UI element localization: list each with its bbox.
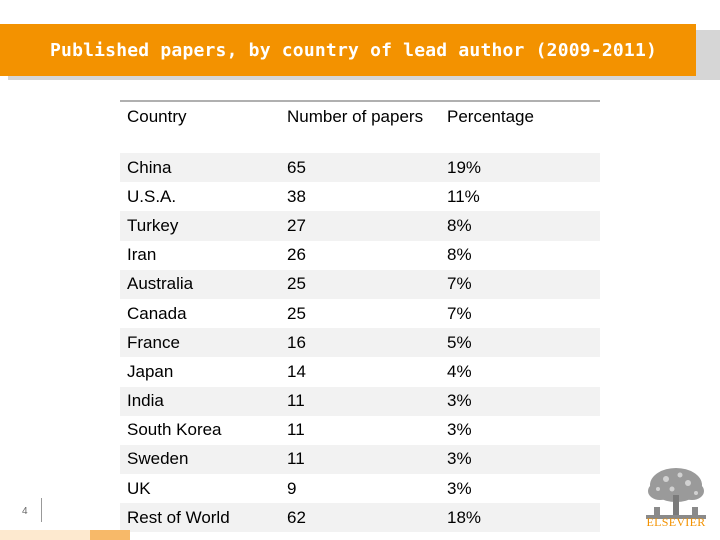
papers-cell: 16 xyxy=(287,332,306,352)
papers-cell: 11 xyxy=(287,420,305,440)
percentage-cell: 7% xyxy=(447,274,472,294)
percentage-cell: 3% xyxy=(447,449,472,469)
papers-cell: 9 xyxy=(287,478,297,498)
title-bar xyxy=(0,24,696,76)
table-row: South Korea 11 3% xyxy=(120,415,600,445)
papers-cell: 11 xyxy=(287,449,305,469)
percentage-cell: 4% xyxy=(447,361,472,381)
footer-strip-accent xyxy=(90,530,130,540)
papers-cell: 62 xyxy=(287,507,306,527)
country-cell: Japan xyxy=(127,361,174,381)
percentage-cell: 18% xyxy=(447,507,482,527)
page-number-divider xyxy=(41,498,42,522)
percentage-cell: 8% xyxy=(447,245,472,265)
percentage-cell: 11% xyxy=(447,186,480,206)
table-header-row: Country Number of papers Percentage xyxy=(120,100,600,153)
country-cell: India xyxy=(127,391,164,411)
elsevier-tree-icon xyxy=(640,465,712,525)
table-row: Australia 25 7% xyxy=(120,269,600,299)
table-row: France 16 5% xyxy=(120,328,600,358)
papers-cell: 25 xyxy=(287,303,306,323)
table-row: Sweden 11 3% xyxy=(120,444,600,475)
papers-cell: 38 xyxy=(287,186,306,206)
table-row: U.S.A. 38 11% xyxy=(120,182,600,212)
elsevier-logo-text: ELSEVIER xyxy=(646,515,706,529)
table-row: Iran 26 8% xyxy=(120,240,600,270)
papers-cell: 25 xyxy=(287,274,306,294)
country-cell: Australia xyxy=(127,274,194,294)
country-cell: China xyxy=(127,157,172,177)
country-cell: U.S.A. xyxy=(127,186,177,206)
percentage-cell: 19% xyxy=(447,157,482,177)
papers-cell: 65 xyxy=(287,157,306,177)
percentage-cell: 8% xyxy=(447,215,472,235)
papers-cell: 11 xyxy=(287,391,305,411)
country-cell: Canada xyxy=(127,303,187,323)
country-cell: Sweden xyxy=(127,449,189,469)
country-cell: Rest of World xyxy=(127,507,230,527)
country-cell: France xyxy=(127,332,180,352)
country-cell: Iran xyxy=(127,245,157,265)
header-percentage: Percentage xyxy=(440,100,600,153)
papers-table: Country Number of papers Percentage Chin… xyxy=(120,100,600,533)
country-cell: South Korea xyxy=(127,420,222,440)
table-row: Japan 14 4% xyxy=(120,357,600,387)
table-row: China 65 19% xyxy=(120,153,600,183)
page-number: 4 xyxy=(22,506,28,517)
percentage-cell: 7% xyxy=(447,303,472,323)
country-cell: Turkey xyxy=(127,215,179,235)
percentage-cell: 3% xyxy=(447,478,472,498)
percentage-cell: 5% xyxy=(447,332,472,352)
percentage-cell: 3% xyxy=(447,420,472,440)
table-row: UK 9 3% xyxy=(120,474,600,504)
header-number-of-papers: Number of papers xyxy=(280,100,440,153)
table-row: India 11 3% xyxy=(120,386,600,416)
table-row: Turkey 27 8% xyxy=(120,211,600,241)
table-row: Canada 25 7% xyxy=(120,298,600,329)
header-country: Country xyxy=(120,100,280,153)
papers-cell: 27 xyxy=(287,215,306,235)
country-cell: UK xyxy=(127,478,151,498)
table-row: Rest of World 62 18% xyxy=(120,503,600,533)
papers-cell: 26 xyxy=(287,245,306,265)
papers-cell: 14 xyxy=(287,361,306,381)
percentage-cell: 3% xyxy=(447,391,472,411)
footer-strip-light xyxy=(0,530,90,540)
slide-title: Published papers, by country of lead aut… xyxy=(50,40,658,61)
